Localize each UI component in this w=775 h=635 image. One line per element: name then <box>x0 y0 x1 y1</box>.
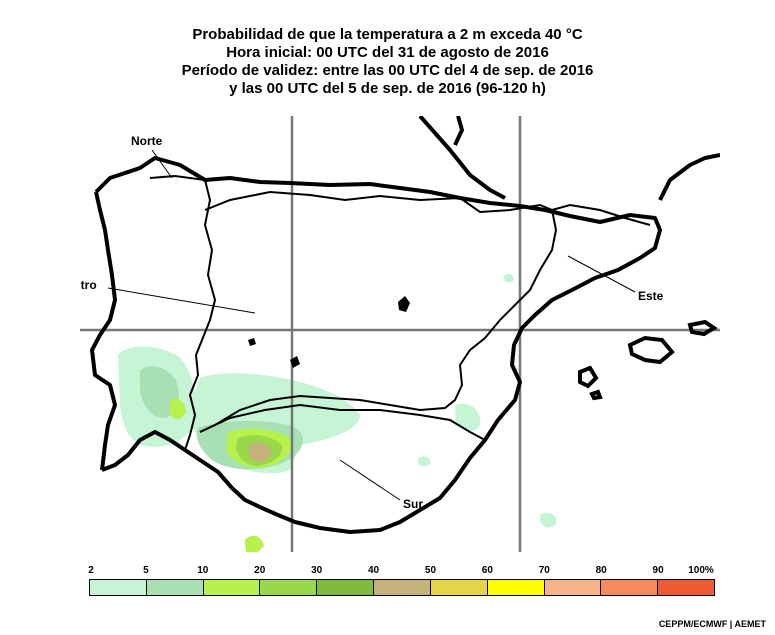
region-label-sur: Sur <box>403 497 423 511</box>
coastline-west-portugal <box>90 191 117 471</box>
pointer-este <box>567 255 636 293</box>
legend-tick-label: 70 <box>538 565 550 576</box>
island-mallorca <box>627 335 675 365</box>
legend-tick-label: 60 <box>481 565 493 576</box>
coastline-brittany <box>453 116 464 146</box>
legend-tick-label: 50 <box>424 565 437 576</box>
island-formentera <box>589 389 603 401</box>
shade-far-south <box>245 535 264 552</box>
balearic-islands <box>578 319 718 401</box>
legend-color-box <box>317 580 375 595</box>
shade-small-1 <box>540 512 557 528</box>
legend-tick-label: 2 <box>88 565 94 576</box>
legend-tick-label: 10 <box>197 565 209 576</box>
border-sur-region <box>199 403 486 441</box>
legend-color-box <box>487 580 545 595</box>
title-line-3: Período de validez: entre las 00 UTC del… <box>181 62 594 79</box>
region-label-centro: Centro <box>80 278 97 292</box>
border-portugal-spain <box>149 174 217 451</box>
legend-color-box <box>601 580 659 595</box>
pointer-centro <box>107 287 256 314</box>
region-label-este: Este <box>638 289 664 303</box>
border-centro-region <box>199 190 558 433</box>
island-ibiza <box>578 365 599 389</box>
legend-tick-label: 30 <box>311 565 323 576</box>
border-este-region <box>551 203 651 226</box>
coastline-north-iberia <box>94 156 662 534</box>
coastline <box>90 116 720 534</box>
shade-tan-core <box>248 442 272 462</box>
legend-tick-label: 100% <box>688 565 714 576</box>
coastline-france-east <box>658 153 720 201</box>
shade-yellowgreen-pt <box>170 398 186 420</box>
credit-text: CEPPM/ECMWF | AEMET <box>658 619 766 629</box>
legend-tick-label: 20 <box>254 565 266 576</box>
probability-legend: 2 5 10 20 30 40 50 60 70 80 90 100% <box>88 565 715 596</box>
legend-color-box <box>260 580 318 595</box>
shade-small-2 <box>504 273 514 283</box>
shade-portugal-inner <box>140 366 179 419</box>
legend-tick-label: 80 <box>595 565 607 576</box>
coastline-france <box>418 116 506 200</box>
shade-small-3 <box>418 456 431 467</box>
title-line-2: Hora inicial: 00 UTC del 31 de agosto de… <box>226 44 549 61</box>
legend-color-box <box>90 580 147 595</box>
iberia-map: Norte Centro Este Sur <box>80 116 720 552</box>
legend-tick-label: 90 <box>652 565 664 576</box>
island-menorca <box>687 319 718 337</box>
title-line-1: Probabilidad de que la temperatura a 2 m… <box>192 26 583 43</box>
legend-color-box <box>430 580 488 595</box>
legend-tick-label: 40 <box>367 565 380 576</box>
spot-reservoir <box>290 356 300 368</box>
region-label-norte: Norte <box>131 134 163 148</box>
spot-madrid <box>398 296 410 312</box>
border-lines <box>149 174 651 451</box>
pointer-norte <box>151 149 173 179</box>
label-pointers <box>107 149 636 501</box>
legend-color-box <box>544 580 602 595</box>
grid-lines <box>80 116 720 552</box>
legend-color-box <box>658 580 714 595</box>
title-line-4: y las 00 UTC del 5 de sep. de 2016 (96-1… <box>229 80 546 97</box>
legend-color-box <box>146 580 204 595</box>
map-spots <box>248 296 410 368</box>
spot-small <box>248 338 256 346</box>
legend-ticks: 2 5 10 20 30 40 50 60 70 80 90 100% <box>88 565 715 579</box>
legend-colorbar <box>89 579 715 596</box>
pointer-sur <box>339 459 401 501</box>
probability-shading <box>118 273 557 552</box>
legend-color-box <box>374 580 431 595</box>
map-title: Probabilidad de que la temperatura a 2 m… <box>0 26 775 98</box>
legend-tick-label: 5 <box>143 565 149 576</box>
legend-color-box <box>203 580 261 595</box>
shade-east-coast <box>455 403 481 432</box>
